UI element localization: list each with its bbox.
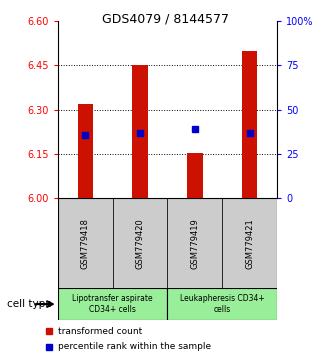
Bar	[78, 104, 93, 198]
Bar	[187, 153, 203, 198]
FancyBboxPatch shape	[113, 198, 168, 289]
Text: GSM779420: GSM779420	[136, 218, 145, 269]
Text: GSM779421: GSM779421	[245, 218, 254, 269]
Text: GSM779418: GSM779418	[81, 218, 90, 269]
FancyBboxPatch shape	[58, 198, 113, 289]
FancyBboxPatch shape	[168, 198, 222, 289]
Text: cell type: cell type	[7, 299, 51, 309]
FancyBboxPatch shape	[222, 198, 277, 289]
Text: GSM779419: GSM779419	[190, 218, 199, 269]
Text: GDS4079 / 8144577: GDS4079 / 8144577	[102, 12, 228, 25]
Bar	[242, 51, 257, 198]
Text: Lipotransfer aspirate
CD34+ cells: Lipotransfer aspirate CD34+ cells	[72, 295, 153, 314]
FancyBboxPatch shape	[168, 288, 277, 320]
FancyBboxPatch shape	[58, 288, 168, 320]
Text: percentile rank within the sample: percentile rank within the sample	[58, 342, 212, 352]
Text: Leukapheresis CD34+
cells: Leukapheresis CD34+ cells	[180, 295, 265, 314]
Text: transformed count: transformed count	[58, 326, 143, 336]
Bar	[132, 65, 148, 198]
